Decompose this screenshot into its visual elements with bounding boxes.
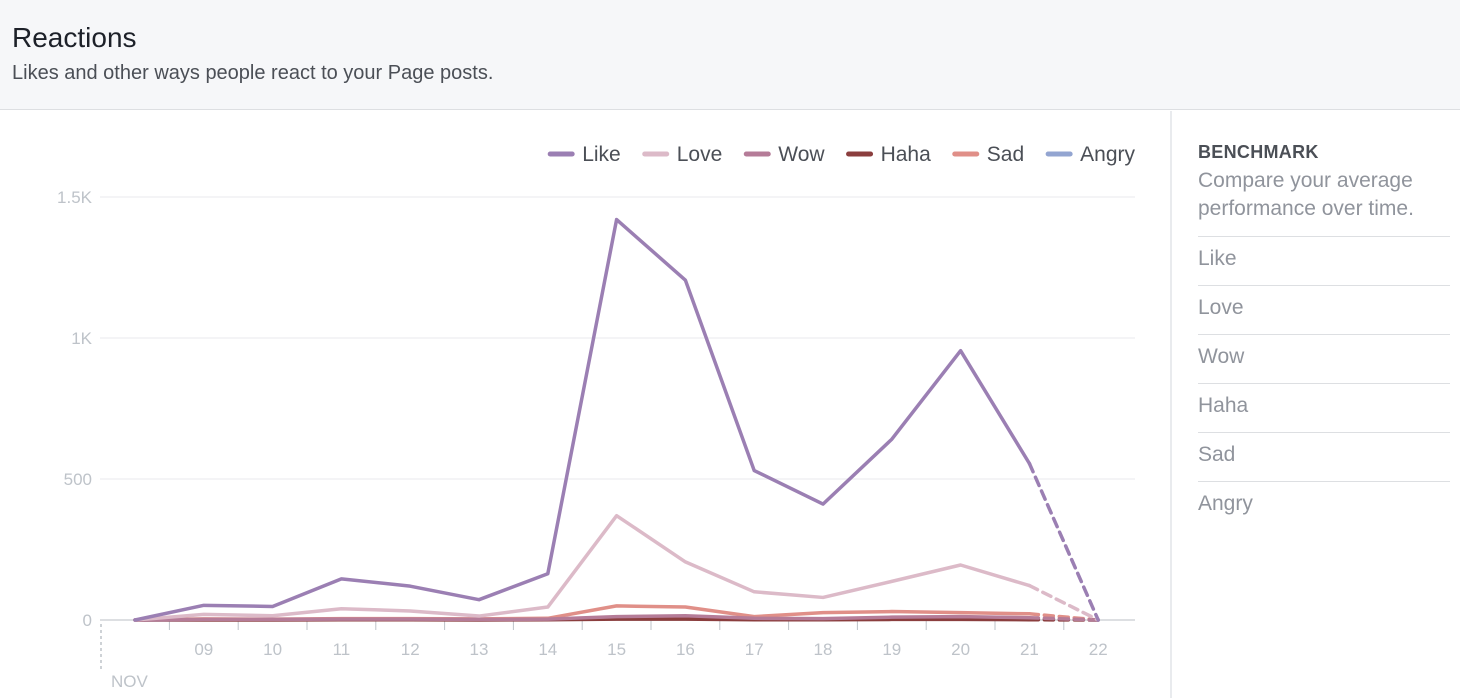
x-tick-label: 19 (882, 640, 901, 659)
page-title: Reactions (12, 22, 137, 53)
series-projection-like (1027, 461, 1100, 622)
legend-label-haha: Haha (881, 143, 932, 166)
benchmark-description: Compare your average performance over ti… (1198, 169, 1414, 220)
reactions-chart: 0 500 1K 1.5K 09 10 11 12 13 14 15 16 17 18 19 20 21 22 NO… (0, 111, 1170, 698)
panel-divider (1170, 111, 1172, 698)
benchmark-item-like[interactable]: Like (1198, 236, 1450, 285)
series-projection-wow (1027, 615, 1100, 622)
y-tick-label: 1.5K (57, 188, 93, 207)
series-line-like (133, 217, 1032, 622)
x-tick-label: 16 (676, 640, 695, 659)
x-tick-label: 18 (814, 640, 833, 659)
legend-label-sad: Sad (987, 143, 1024, 166)
legend-label-like: Like (582, 143, 621, 166)
benchmark-list: Like Love Wow Haha Sad Angry (1198, 236, 1450, 530)
x-tick-label: 21 (1020, 640, 1039, 659)
benchmark-item-haha[interactable]: Haha (1198, 383, 1450, 432)
x-tick-label: 13 (470, 640, 489, 659)
benchmark-item-love[interactable]: Love (1198, 285, 1450, 334)
x-tick-label: 14 (538, 640, 557, 659)
series-projection-love (1027, 583, 1100, 622)
x-tick-label: 11 (333, 640, 351, 659)
y-tick-label: 500 (64, 470, 92, 489)
x-tick-label: 09 (194, 640, 213, 659)
x-tick-label: 10 (263, 640, 282, 659)
legend-label-wow: Wow (778, 143, 825, 166)
legend-label-love: Love (677, 143, 723, 166)
x-tick-label: 20 (951, 640, 970, 659)
series-line-love (133, 513, 1032, 622)
y-tick-label: 0 (83, 611, 92, 630)
chart-canvas: 0 500 1K 1.5K 09 10 11 12 13 14 15 16 17 18 19 20 21 22 NO… (57, 143, 1135, 691)
benchmark-item-sad[interactable]: Sad (1198, 432, 1450, 481)
series-projection-sad (1027, 612, 1100, 622)
y-tick-label: 1K (71, 329, 92, 348)
x-tick-label: 17 (745, 640, 764, 659)
benchmark-item-wow[interactable]: Wow (1198, 334, 1450, 383)
x-tick-label: 15 (607, 640, 626, 659)
legend-label-angry: Angry (1080, 143, 1135, 166)
benchmark-panel: BENCHMARK Compare your average performan… (1198, 111, 1450, 698)
benchmark-title: BENCHMARK (1198, 142, 1319, 162)
benchmark-item-angry[interactable]: Angry (1198, 481, 1450, 530)
page-subtitle: Likes and other ways people react to you… (12, 62, 494, 84)
series-line-wow (133, 614, 1032, 622)
x-tick-label: 12 (401, 640, 420, 659)
header: Reactions Likes and other ways people re… (0, 0, 1460, 110)
month-label: NOV (111, 672, 149, 691)
x-tick-label: 22 (1089, 640, 1108, 659)
